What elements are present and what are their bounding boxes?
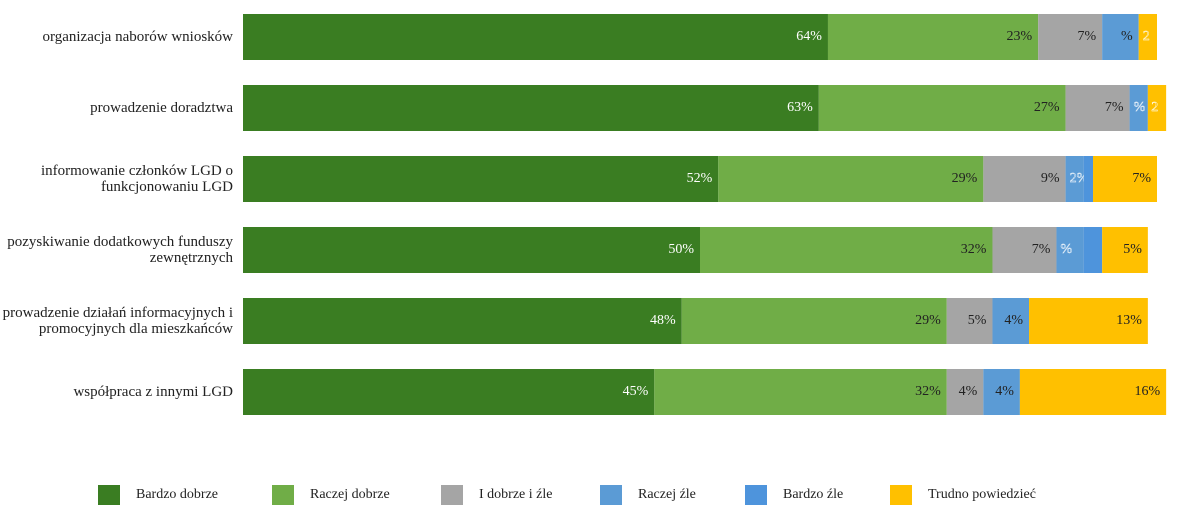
bar-segment <box>1102 227 1148 273</box>
value-label: 64% <box>796 29 822 44</box>
value-label: 48% <box>650 313 676 328</box>
value-label: % <box>1134 100 1146 115</box>
bar-segment <box>992 227 1057 273</box>
value-label: 29% <box>952 171 978 186</box>
category-label: pozyskiwanie dodatkowych funduszy zewnęt… <box>7 234 233 266</box>
value-label: 13% <box>1116 313 1142 328</box>
bar-segment <box>818 85 1066 131</box>
legend-label: Raczej dobrze <box>310 487 390 502</box>
bar-segment <box>243 369 655 415</box>
bar-segment <box>243 14 828 60</box>
value-label: 16% <box>1134 384 1160 399</box>
value-label: 32% <box>915 384 941 399</box>
legend-label: Bardzo dobrze <box>136 487 218 502</box>
bar-segment <box>243 298 682 344</box>
bar-segment <box>1083 227 1103 273</box>
legend-label: Raczej źle <box>638 487 696 502</box>
value-label: 2 <box>1151 100 1158 115</box>
category-label: współpraca z innymi LGD <box>73 384 233 400</box>
value-label: 5% <box>968 313 987 328</box>
legend-swatch <box>745 485 767 505</box>
bar-segment <box>654 369 947 415</box>
bar-segment <box>983 156 1066 202</box>
value-label: 29% <box>915 313 941 328</box>
value-label: 45% <box>623 384 649 399</box>
value-label: 4% <box>959 384 978 399</box>
bar-segment <box>1129 85 1148 131</box>
value-label: 23% <box>1007 29 1033 44</box>
value-label: 7% <box>1132 171 1151 186</box>
bar-segment <box>243 85 819 131</box>
value-label: 32% <box>961 242 987 257</box>
value-label: 4% <box>1004 313 1023 328</box>
bar-segment <box>243 156 719 202</box>
category-label: organizacja naborów wniosków <box>42 29 233 45</box>
value-label: 4% <box>995 384 1014 399</box>
bar-segment <box>992 298 1030 344</box>
bar-segment <box>1093 156 1157 202</box>
legend-swatch <box>890 485 912 505</box>
bar-segment <box>1102 14 1139 60</box>
legend-label: Bardzo źle <box>783 487 843 502</box>
bar-segment <box>946 298 993 344</box>
bar-segment <box>681 298 947 344</box>
legend-swatch <box>98 485 120 505</box>
value-label: 2 <box>1143 29 1150 44</box>
bar-segment <box>1065 156 1084 202</box>
bar-segment <box>1056 227 1084 273</box>
bar-segment <box>1083 156 1094 202</box>
value-label: 27% <box>1034 100 1060 115</box>
value-label: 9% <box>1041 171 1060 186</box>
legend-label: Trudno powiedzieć <box>928 487 1036 502</box>
bar-segment <box>1038 14 1103 60</box>
value-label: 5% <box>1123 242 1142 257</box>
value-label: 52% <box>687 171 713 186</box>
bar-segment <box>1065 85 1130 131</box>
legend-swatch <box>441 485 463 505</box>
value-label: % <box>1060 242 1072 257</box>
legend-swatch <box>600 485 622 505</box>
bar-segment <box>1019 369 1167 415</box>
bar-segment <box>827 14 1039 60</box>
legend-label: I dobrze i źle <box>479 487 552 502</box>
bar-segment <box>1138 14 1157 60</box>
value-label: % <box>1121 29 1133 44</box>
value-label: 7% <box>1105 100 1124 115</box>
bar-segment <box>718 156 984 202</box>
category-label: prowadzenie działań informacyjnych i pro… <box>2 305 233 337</box>
value-label: 50% <box>668 242 694 257</box>
bar-segment <box>946 369 984 415</box>
bar-segment <box>1029 298 1148 344</box>
legend-swatch <box>272 485 294 505</box>
bar-segment <box>983 369 1020 415</box>
value-label: 7% <box>1077 29 1096 44</box>
bar-segment <box>1147 85 1167 131</box>
value-label: 7% <box>1032 242 1051 257</box>
bar-segment <box>700 227 993 273</box>
bar-segment <box>243 227 700 273</box>
value-label: 63% <box>787 100 813 115</box>
category-label: informowanie członków LGD o funkcjonowan… <box>40 163 233 195</box>
category-label: prowadzenie doradztwa <box>90 100 233 116</box>
